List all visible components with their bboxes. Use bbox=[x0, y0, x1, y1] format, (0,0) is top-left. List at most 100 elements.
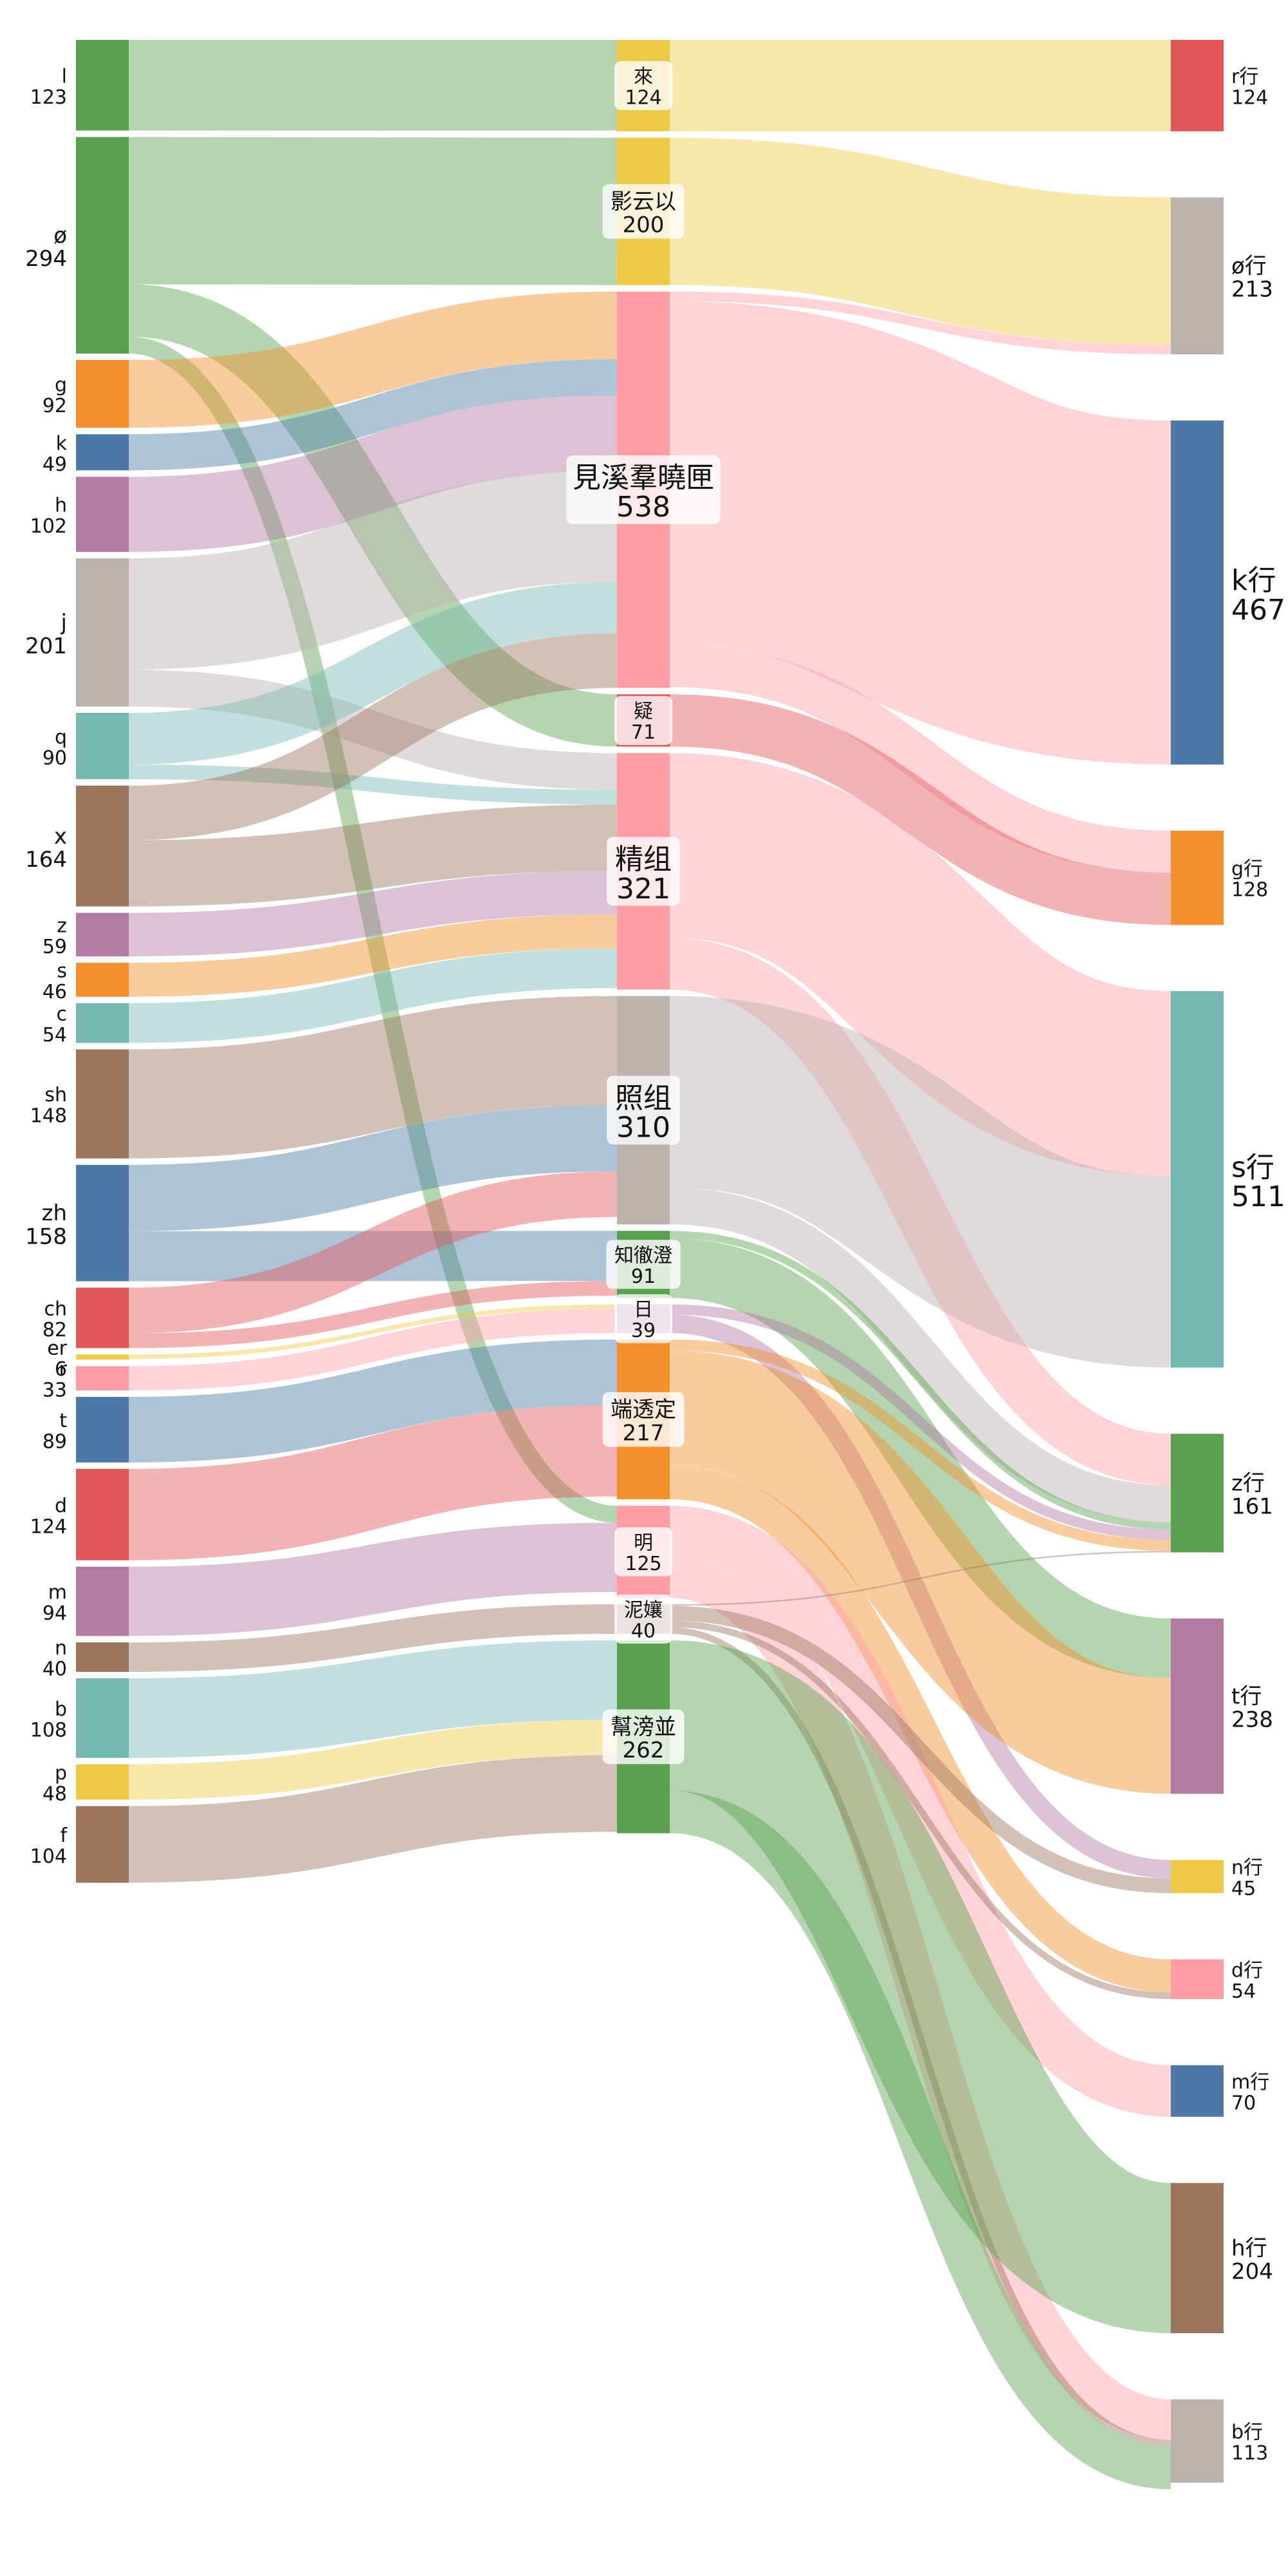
node-value-x: 164 bbox=[25, 847, 67, 873]
link-M9-to-R_d bbox=[669, 1466, 1171, 1993]
node-label-bg-M3 bbox=[566, 455, 721, 524]
node-value-M11: 40 bbox=[631, 1620, 656, 1643]
link-M2-to-R_o bbox=[669, 137, 1171, 345]
node-value-l: 123 bbox=[30, 86, 67, 109]
node-label-sh: sh bbox=[44, 1084, 67, 1106]
node-er bbox=[76, 1354, 129, 1360]
node-value-R_o: 213 bbox=[1231, 277, 1273, 303]
node-R_n bbox=[1171, 1860, 1224, 1893]
node-label-m: m bbox=[48, 1582, 67, 1604]
node-label-R_d: d行 bbox=[1231, 1959, 1263, 1982]
node-f bbox=[76, 1806, 129, 1883]
link-ch-to-M6 bbox=[128, 1171, 618, 1334]
node-label-M5: 精组 bbox=[615, 843, 672, 876]
node-R_s bbox=[1171, 991, 1224, 1368]
node-value-p: 48 bbox=[43, 1783, 67, 1806]
node-t bbox=[76, 1397, 129, 1463]
link-c-to-M5 bbox=[128, 948, 618, 1043]
node-label-h: h bbox=[55, 495, 67, 517]
node-R_t bbox=[1171, 1618, 1224, 1794]
node-label-x: x bbox=[54, 824, 67, 849]
link-ch-to-M7 bbox=[128, 1281, 618, 1349]
node-label-j: j bbox=[61, 610, 67, 636]
link-M8-to-R_z bbox=[669, 1304, 1171, 1540]
link-M4-to-R_g bbox=[669, 694, 1171, 925]
node-label-R_h: h行 bbox=[1231, 2235, 1267, 2261]
node-value-M4: 71 bbox=[631, 721, 656, 744]
node-value-q: 90 bbox=[43, 747, 67, 770]
node-value-R_r: 124 bbox=[1231, 86, 1268, 109]
link-M11-to-R_b bbox=[669, 1627, 1171, 2447]
node-value-R_n: 45 bbox=[1231, 1877, 1256, 1900]
node-value-c: 54 bbox=[43, 1024, 67, 1046]
node-value-b: 108 bbox=[30, 1719, 67, 1741]
node-value-d: 124 bbox=[30, 1515, 67, 1538]
node-p bbox=[76, 1764, 129, 1800]
node-R_k bbox=[1171, 420, 1224, 765]
node-label-bg-M4 bbox=[614, 696, 672, 745]
links-layer bbox=[128, 39, 1175, 2490]
node-label-R_m: m行 bbox=[1231, 2071, 1269, 2094]
node-label-R_t: t行 bbox=[1231, 1683, 1262, 1709]
node-R_b bbox=[1171, 2399, 1224, 2483]
node-R_o bbox=[1171, 197, 1224, 355]
node-label-M1: 來 bbox=[634, 66, 653, 88]
link-M11-to-R_z bbox=[669, 1551, 1171, 1606]
node-label-R_b: b行 bbox=[1231, 2421, 1263, 2443]
node-R_d bbox=[1171, 1959, 1224, 2000]
link-M11-to-R_n bbox=[669, 1605, 1171, 1893]
node-label-M4: 疑 bbox=[634, 701, 653, 723]
node-value-t: 89 bbox=[43, 1430, 67, 1453]
link-M3-to-R_g bbox=[669, 645, 1171, 873]
node-R_r bbox=[1171, 40, 1224, 131]
link-M3-to-R_k bbox=[668, 301, 1173, 765]
node-value-g: 92 bbox=[43, 395, 67, 417]
node-o bbox=[76, 137, 129, 354]
node-label-R_k: k行 bbox=[1231, 564, 1276, 597]
node-s bbox=[76, 963, 129, 997]
link-M3-to-R_o bbox=[669, 291, 1171, 355]
link-M12-to-R_h bbox=[666, 1640, 1175, 2334]
node-label-g: g bbox=[55, 374, 67, 397]
node-value-R_s: 511 bbox=[1231, 1180, 1285, 1213]
link-zh-to-M6 bbox=[128, 1104, 618, 1231]
node-value-M9: 217 bbox=[623, 1420, 665, 1446]
link-f-to-M12 bbox=[128, 1755, 618, 1883]
node-value-h: 102 bbox=[30, 515, 67, 538]
link-b-to-M12 bbox=[128, 1640, 618, 1758]
node-zh bbox=[76, 1164, 129, 1282]
node-value-R_b: 113 bbox=[1231, 2442, 1268, 2465]
node-n bbox=[76, 1642, 129, 1672]
node-value-sh: 148 bbox=[30, 1105, 67, 1128]
node-label-d: d bbox=[55, 1495, 67, 1517]
node-label-M6: 照组 bbox=[615, 1082, 672, 1115]
node-j bbox=[76, 558, 129, 706]
node-label-k: k bbox=[56, 432, 68, 455]
node-value-r: 33 bbox=[43, 1379, 67, 1402]
link-x-to-M5 bbox=[128, 804, 618, 907]
link-er-to-M8 bbox=[128, 1304, 618, 1359]
node-R_h bbox=[1171, 2183, 1224, 2334]
node-label-bg-M8 bbox=[614, 1294, 672, 1343]
link-sh-to-M6 bbox=[128, 996, 618, 1159]
node-label-M2: 影云以 bbox=[611, 189, 676, 214]
node-g bbox=[76, 360, 129, 428]
node-label-t: t bbox=[59, 1410, 67, 1432]
node-value-z: 59 bbox=[43, 936, 67, 958]
node-value-R_z: 161 bbox=[1231, 1494, 1273, 1520]
node-label-R_s: s行 bbox=[1231, 1151, 1274, 1184]
node-value-M1: 124 bbox=[625, 86, 661, 109]
node-ch bbox=[76, 1287, 129, 1349]
link-z-to-M5 bbox=[128, 871, 618, 957]
node-label-bg-M2 bbox=[602, 184, 685, 239]
link-M9-to-R_z bbox=[669, 1339, 1171, 1551]
link-M8-to-R_n bbox=[669, 1314, 1171, 1879]
link-q-to-M5 bbox=[128, 764, 618, 805]
node-label-bg-M1 bbox=[614, 61, 672, 110]
link-s-to-M5 bbox=[128, 914, 618, 997]
node-h bbox=[76, 477, 129, 553]
link-M12-to-R_b bbox=[669, 1790, 1171, 2490]
node-label-bg-M6 bbox=[607, 1075, 680, 1145]
node-label-bg-M10 bbox=[614, 1527, 672, 1577]
